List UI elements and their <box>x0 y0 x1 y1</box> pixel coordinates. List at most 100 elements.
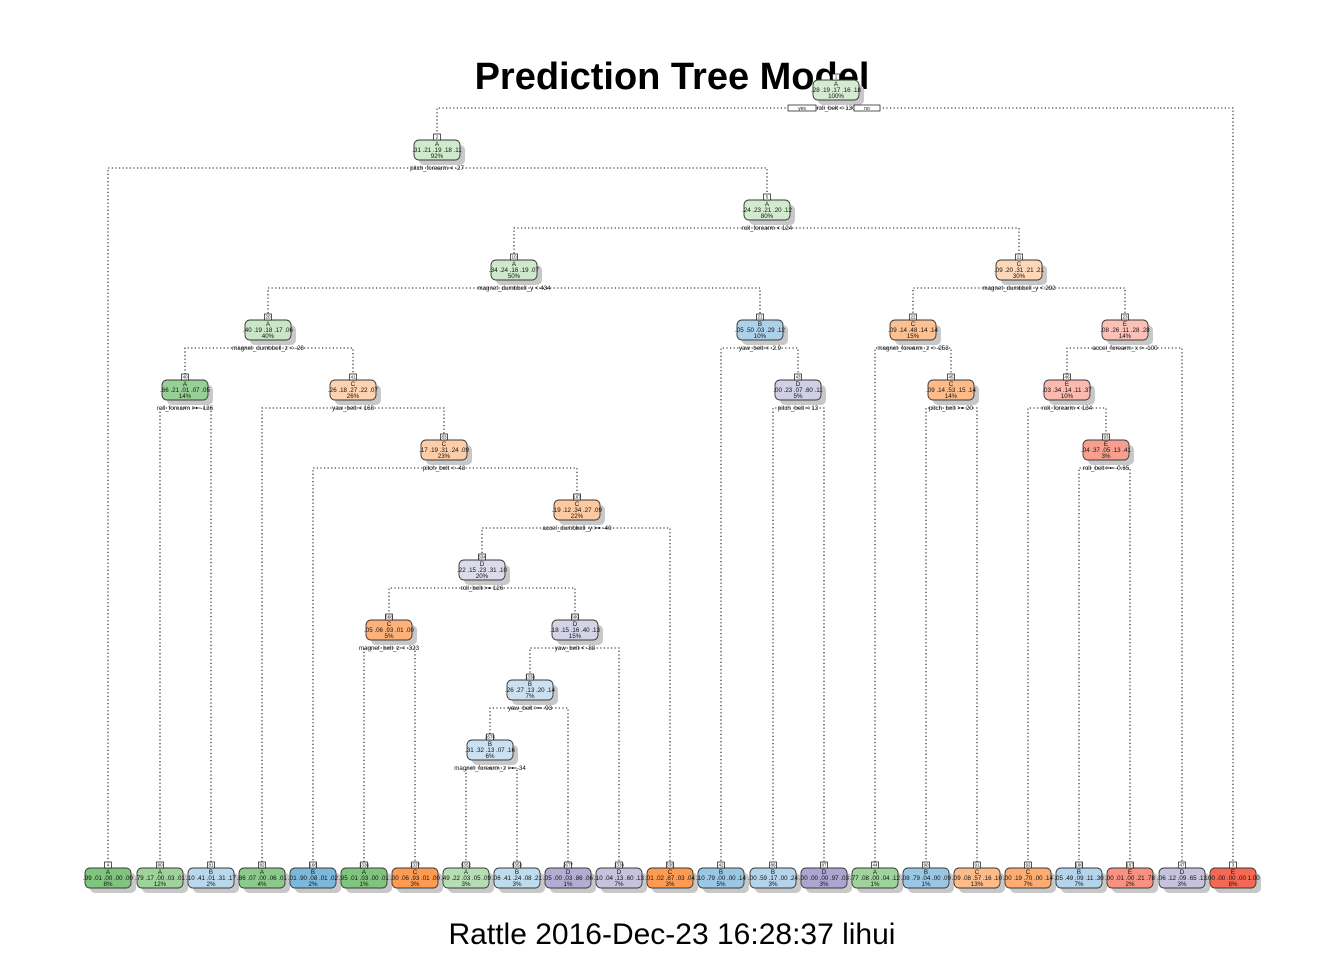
split-label: accel_dumbbell_y >= -40 <box>542 525 612 532</box>
node-percentage: 3% <box>1102 453 1111 460</box>
node-number: 2 <box>436 135 439 140</box>
tree-edge <box>767 227 1020 254</box>
tree-edge <box>1027 407 1067 862</box>
node-class: A <box>106 869 111 876</box>
node-class: A <box>260 869 265 876</box>
node-class: C <box>413 869 418 876</box>
node-percentage: 50% <box>508 273 521 280</box>
node-percentage: 12% <box>154 881 167 888</box>
node-number: 44 <box>872 863 878 868</box>
node-number: 4 <box>107 863 110 868</box>
node-class: E <box>1123 321 1127 328</box>
node-class: D <box>822 869 827 876</box>
node-number: 41 <box>350 375 356 380</box>
tree-edge <box>389 647 416 862</box>
node-class: A <box>435 141 440 148</box>
node-percentage: 3% <box>769 881 778 888</box>
node-number-tab <box>794 373 802 381</box>
split-label: yaw_belt < 168 <box>332 405 374 412</box>
node-class: B <box>209 869 213 876</box>
node-number: 22 <box>910 315 916 320</box>
node-number-tab <box>1121 313 1129 321</box>
node-number: 5352 <box>461 863 472 868</box>
node-probabilities: .10 .04 .13 .60 .13 <box>594 875 644 882</box>
node-probabilities: .31 .21 .19 .18 .11 <box>412 147 462 154</box>
node-number: 90 <box>923 863 929 868</box>
node-number: 82 <box>259 863 265 868</box>
node-probabilities: .01 .90 .08 .01 .02 <box>288 875 338 882</box>
node-number: 47 <box>1179 863 1185 868</box>
node-percentage: 2% <box>1126 881 1135 888</box>
node-class: E <box>1104 441 1108 448</box>
tree-edge <box>444 467 578 494</box>
node-class: A <box>873 869 878 876</box>
leaf-node: 87D.00 .00 .00 .97 .033% <box>799 861 852 893</box>
node-probabilities: .77 .08 .00 .04 .12 <box>850 875 900 882</box>
node-percentage: 5% <box>717 881 726 888</box>
node-probabilities: .40 .19 .18 .17 .06 <box>243 327 293 334</box>
tree-edge <box>481 527 577 554</box>
split-label: roll_belt >= -0.65 <box>1083 465 1130 472</box>
node-percentage: 6% <box>486 753 495 760</box>
node-percentage: 4% <box>258 881 267 888</box>
node-class: A <box>512 261 517 268</box>
node-percentage: 14% <box>945 393 958 400</box>
yes-label-box <box>787 104 817 112</box>
node-probabilities: .05 .50 .03 .29 .12 <box>735 327 785 334</box>
node-number: 40 <box>182 375 188 380</box>
tree-edge <box>437 167 768 194</box>
node-percentage: 30% <box>1013 273 1026 280</box>
tree-edge <box>772 407 798 862</box>
tree-edge <box>1125 347 1183 862</box>
tree-edge <box>159 407 185 862</box>
node-number-tab <box>832 73 840 81</box>
node-number-tab <box>513 861 521 869</box>
node-probabilities: .34 .24 .16 .19 .07 <box>489 267 539 274</box>
node-class: B <box>311 869 315 876</box>
node-probabilities: .00 .01 .00 .21 .78 <box>1105 875 1155 882</box>
node-class: C <box>1017 261 1022 268</box>
node-number: 3 <box>1232 863 1235 868</box>
node-class: C <box>668 869 673 876</box>
node-probabilities: .19 .12 .34 .27 .09 <box>552 507 602 514</box>
node-percentage: 14% <box>1119 333 1132 340</box>
node-probabilities: .26 .27 .13 .20 .14 <box>505 687 555 694</box>
node-percentage: 15% <box>569 633 582 640</box>
node-probabilities: .00 .06 .93 .01 .00 <box>390 875 440 882</box>
node-percentage: 13% <box>971 881 984 888</box>
node-number: 91 <box>974 863 980 868</box>
node-number-tab <box>769 861 777 869</box>
tree-edges <box>107 107 1234 862</box>
node-percentage: 22% <box>571 513 584 520</box>
node-class: A <box>765 201 770 208</box>
node-number: 87 <box>821 863 827 868</box>
node-number-tab <box>922 861 930 869</box>
node-number-tab <box>385 613 393 621</box>
tree-edge <box>951 407 978 862</box>
node-number: 10 <box>511 255 517 260</box>
node-percentage: 1% <box>871 881 880 888</box>
node-percentage: 80% <box>761 213 774 220</box>
node-number: 1338 <box>525 675 536 680</box>
node-probabilities: .49 .22 .03 .05 .09 <box>441 875 491 882</box>
node-class: D <box>566 869 571 876</box>
node-percentage: 26% <box>347 393 360 400</box>
node-class: C <box>949 381 954 388</box>
tree-edge <box>575 647 620 862</box>
node-probabilities: .06 .12 .09 .65 .13 <box>1157 875 1207 882</box>
node-number-tab <box>349 373 357 381</box>
node-number: 1336 <box>359 863 370 868</box>
node-number-tab <box>947 373 955 381</box>
